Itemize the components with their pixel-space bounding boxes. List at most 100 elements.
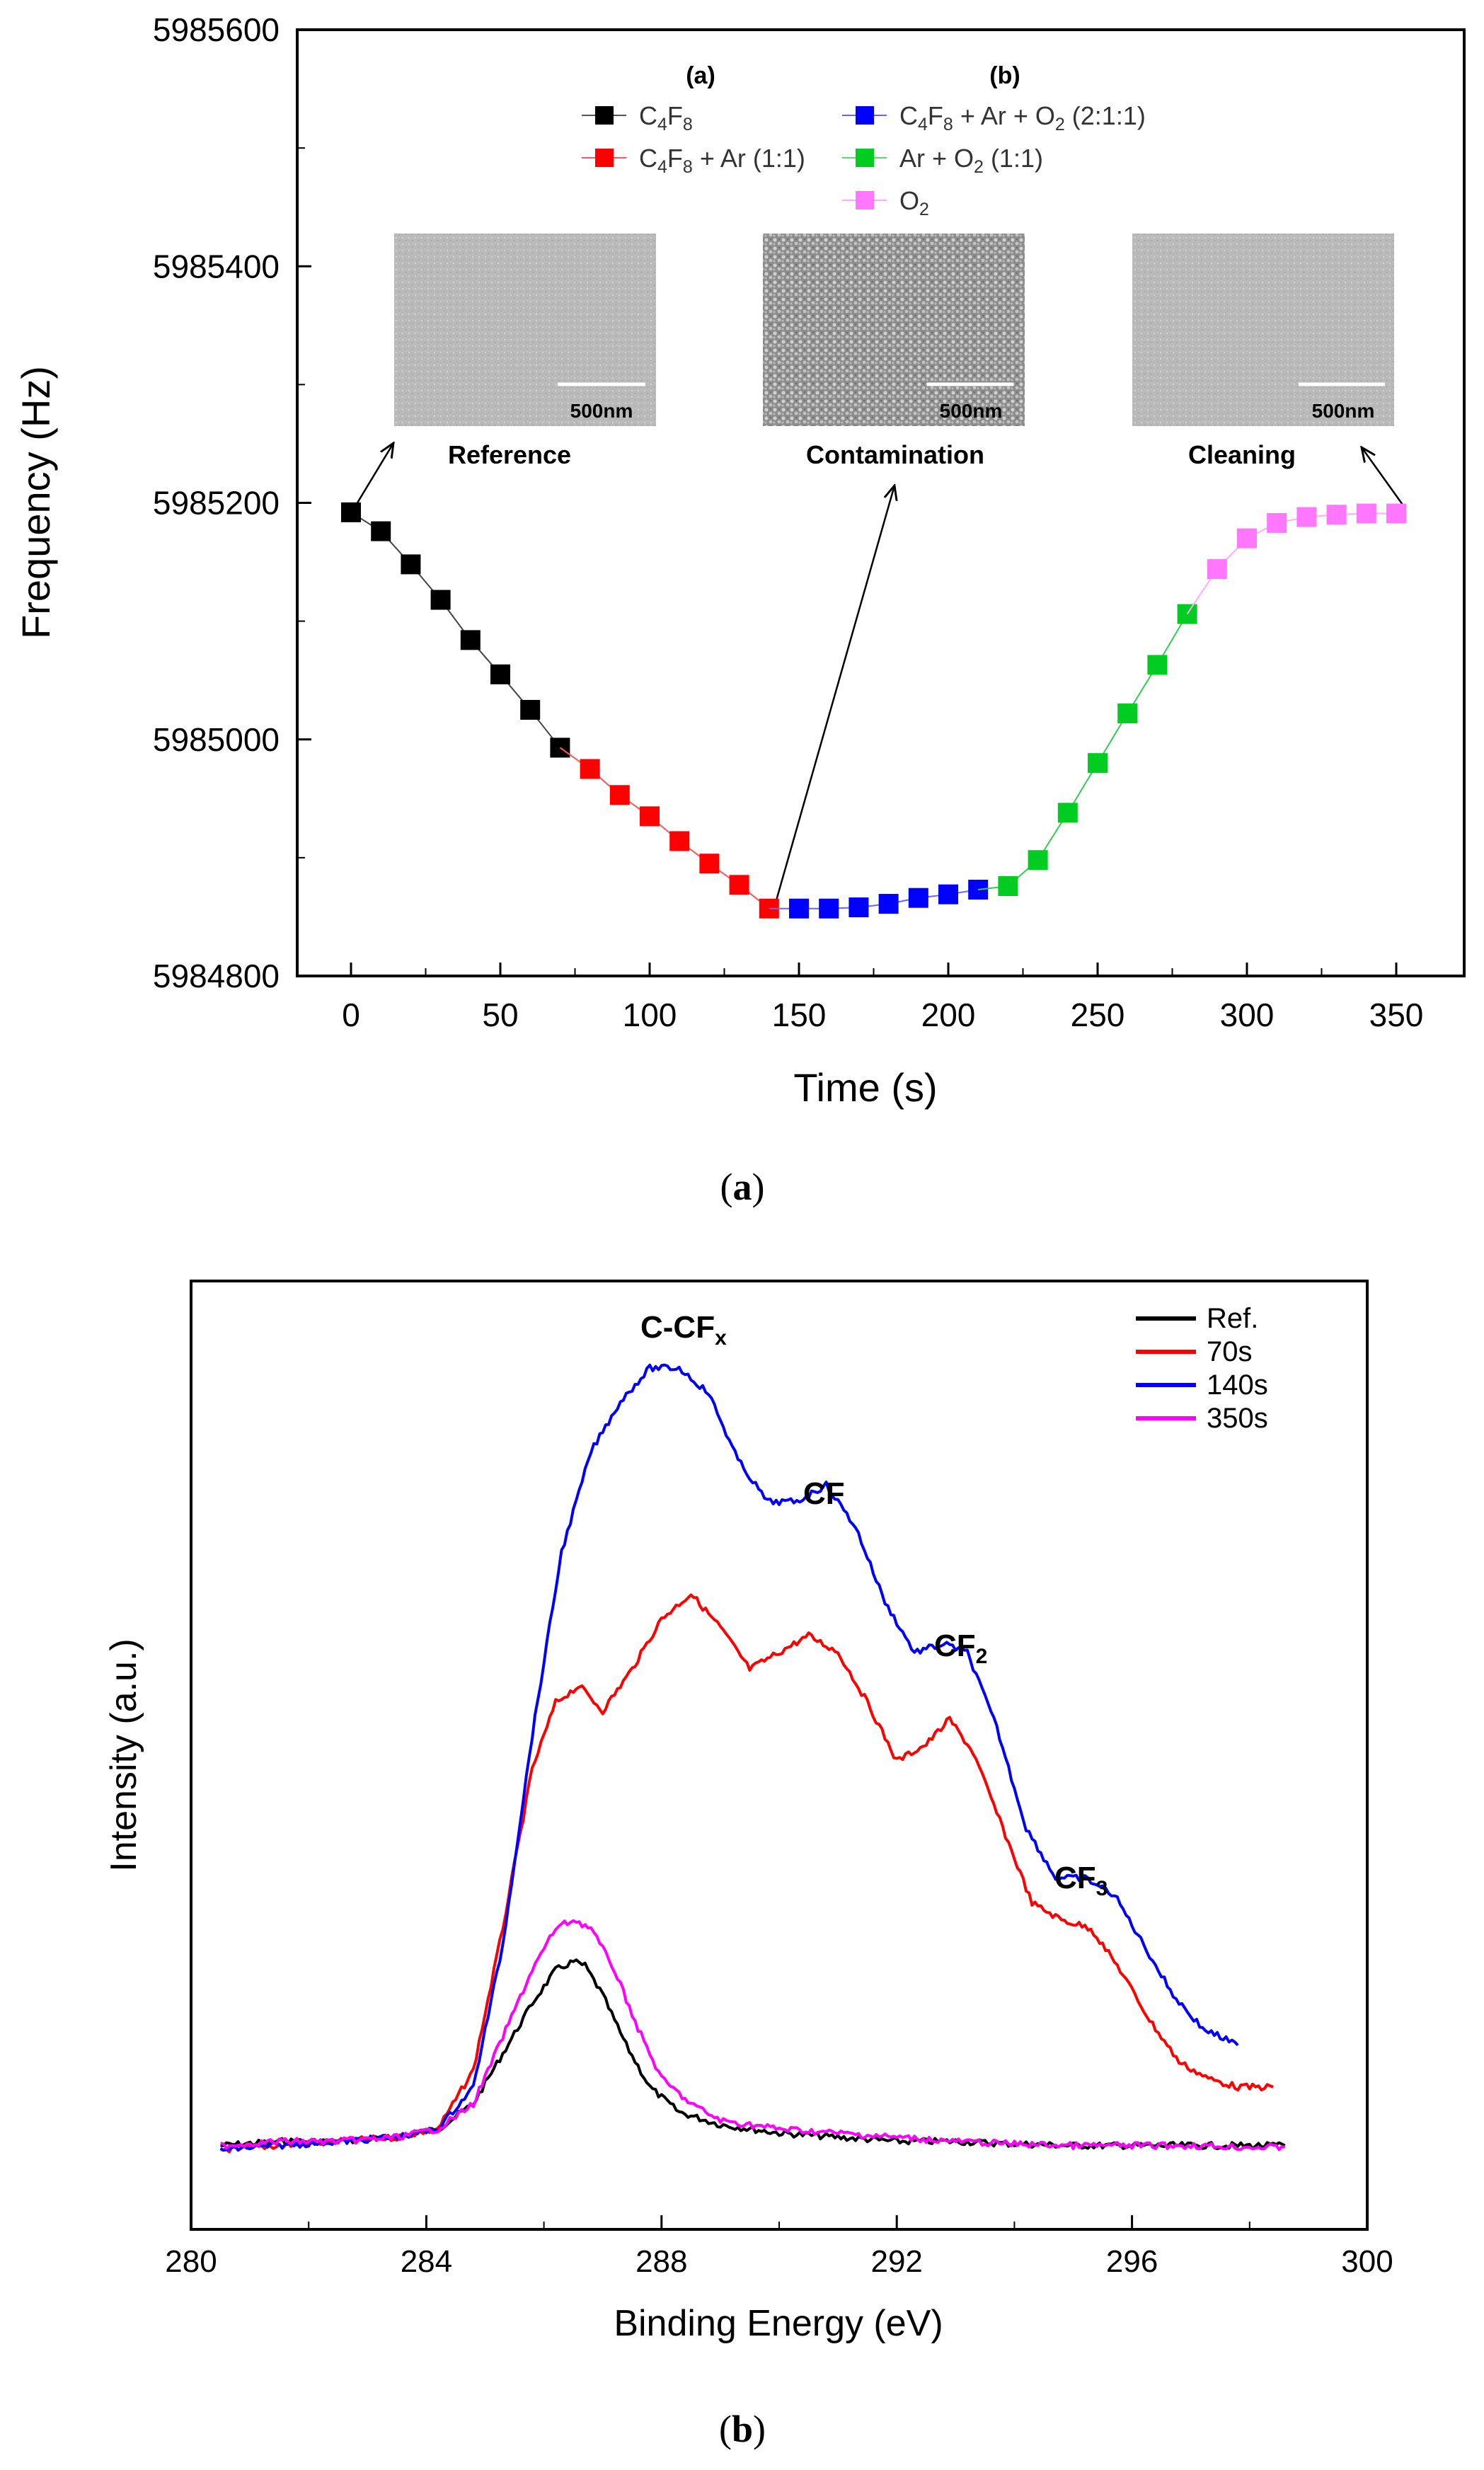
legend-marker-o2 bbox=[856, 191, 874, 209]
data-point-a bbox=[1088, 753, 1108, 774]
data-point-a bbox=[640, 806, 660, 827]
plot-frame-a bbox=[296, 28, 1466, 977]
y-axis-label-b: Intensity (a.u.) bbox=[103, 1638, 144, 1871]
peak-label-cf: CF bbox=[803, 1476, 845, 1511]
spectrum-ref bbox=[220, 1958, 1286, 2151]
data-point-a bbox=[699, 854, 720, 874]
x-tick-label-a: 50 bbox=[482, 996, 518, 1033]
x-tick-label-a: 350 bbox=[1369, 996, 1424, 1033]
data-point-a bbox=[1057, 803, 1078, 823]
data-point-a bbox=[998, 875, 1018, 896]
frequency-chart: 0 50 100 150 200 250 300 350 5984800 5985000 59852… bbox=[13, 11, 1466, 1110]
xps-chart: 280 284 288 292 296 300 Ref. 70s 140s 350s C-… bbox=[103, 1280, 1393, 2344]
inset-cleaning: 500nm Cleaning bbox=[1132, 234, 1394, 469]
scale-label-reference: 500nm bbox=[570, 400, 633, 422]
data-point-a bbox=[1237, 528, 1257, 548]
inset-reference: 500nm Reference bbox=[394, 234, 656, 469]
data-point-a bbox=[1267, 512, 1287, 533]
arrow-to-cleaning bbox=[1362, 447, 1404, 505]
peak-label-cf2: CF2 bbox=[934, 1629, 987, 1668]
series-a-4 bbox=[1186, 503, 1406, 615]
series-a-2 bbox=[769, 879, 989, 919]
inset-caption-contamination: Contamination bbox=[806, 440, 984, 469]
data-point-a bbox=[729, 875, 749, 895]
data-point-a bbox=[580, 759, 600, 779]
arrow-to-contamination bbox=[775, 486, 895, 901]
peak-label-cf3: CF3 bbox=[1054, 1861, 1108, 1900]
data-point-a bbox=[371, 521, 391, 541]
spectrum-140s bbox=[219, 1363, 1239, 2152]
scale-label-cleaning: 500nm bbox=[1312, 400, 1375, 422]
legend-label-o2: O2 bbox=[899, 186, 929, 219]
data-point-a bbox=[938, 884, 958, 904]
axes-a: 0 50 100 150 200 250 300 350 5984800 5985000 59852… bbox=[153, 11, 1423, 1033]
legend-marker-c4f8-ar-o2 bbox=[856, 106, 874, 125]
x-tick-label-b: 292 bbox=[870, 2244, 922, 2279]
scale-label-contamination: 500nm bbox=[940, 400, 1003, 422]
data-point-a bbox=[1356, 503, 1376, 524]
x-tick-label-a: 300 bbox=[1220, 996, 1275, 1033]
legend-b: Ref. 70s 140s 350s bbox=[1136, 1303, 1268, 1434]
legend-marker-c4f8 bbox=[595, 106, 614, 125]
legend-label-ref: Ref. bbox=[1207, 1303, 1258, 1334]
data-point-a bbox=[460, 630, 481, 650]
legend-label-c4f8: C4F8 bbox=[639, 101, 693, 134]
data-point-a bbox=[849, 897, 869, 918]
sem-image-contamination bbox=[763, 234, 1025, 426]
y-axis-label-a: Frequency (Hz) bbox=[13, 366, 58, 639]
data-point-a bbox=[1326, 505, 1347, 525]
y-tick-label-a: 5985200 bbox=[153, 485, 280, 522]
data-point-a bbox=[1147, 655, 1168, 675]
spectrum-350s bbox=[220, 1919, 1286, 2152]
data-point-a bbox=[341, 502, 361, 522]
x-axis-label-a: Time (s) bbox=[793, 1065, 937, 1110]
x-tick-label-a: 150 bbox=[772, 996, 827, 1033]
legend-label-c4f8-ar-o2: C4F8 + Ar + O2 (2:1:1) bbox=[899, 101, 1146, 134]
data-point-a bbox=[1386, 503, 1406, 524]
legend-label-350s: 350s bbox=[1207, 1403, 1268, 1434]
x-tick-label-b: 280 bbox=[165, 2244, 217, 2279]
legend-header-a: (a) bbox=[686, 62, 715, 89]
legend-label-70s: 70s bbox=[1207, 1336, 1253, 1367]
data-point-a bbox=[430, 590, 451, 610]
data-point-a bbox=[1296, 507, 1317, 527]
x-tick-label-b: 284 bbox=[401, 2244, 452, 2279]
caption-b: (b) bbox=[719, 2408, 766, 2450]
data-point-a bbox=[908, 888, 928, 908]
series-a-1 bbox=[559, 747, 779, 919]
data-point-a bbox=[789, 898, 809, 919]
x-tick-label-b: 300 bbox=[1341, 2244, 1393, 2279]
x-tick-label-a: 250 bbox=[1071, 996, 1125, 1033]
x-tick-label-a: 100 bbox=[623, 996, 677, 1033]
series-a-0 bbox=[341, 502, 570, 758]
legend-label-ar-o2: Ar + O2 (1:1) bbox=[899, 144, 1043, 177]
series-group-b bbox=[219, 1363, 1286, 2154]
sem-image-cleaning bbox=[1132, 234, 1394, 426]
arrow-to-reference bbox=[351, 443, 393, 512]
sem-image-reference bbox=[394, 234, 656, 426]
data-point-a bbox=[1117, 703, 1138, 723]
legend-a: (a) (b) C4F8 C4F8 + Ar (1:1) C4F8 + Ar +… bbox=[582, 62, 1146, 219]
peak-label-ccfx: C-CFx bbox=[640, 1310, 727, 1350]
y-tick-label-a: 5984800 bbox=[153, 958, 280, 994]
y-tick-label-a: 5985600 bbox=[153, 11, 280, 48]
x-tick-label-a: 200 bbox=[921, 996, 976, 1033]
x-tick-label-a: 0 bbox=[342, 996, 360, 1033]
x-axis-label-b: Binding Energy (eV) bbox=[614, 2303, 943, 2344]
series-group-a bbox=[341, 502, 1406, 919]
data-point-a bbox=[1207, 559, 1227, 580]
data-point-a bbox=[819, 898, 839, 919]
data-point-a bbox=[609, 785, 630, 805]
y-tick-label-a: 5985400 bbox=[153, 248, 280, 285]
series-a-3 bbox=[978, 604, 1197, 896]
inset-contamination: 500nm Contamination bbox=[763, 234, 1025, 469]
data-point-a bbox=[401, 554, 421, 575]
inset-caption-reference: Reference bbox=[448, 440, 571, 469]
axes-b: 280 284 288 292 296 300 bbox=[165, 2215, 1393, 2279]
x-tick-label-b: 296 bbox=[1106, 2244, 1158, 2279]
data-point-a bbox=[1028, 850, 1048, 871]
legend-marker-ar-o2 bbox=[856, 149, 874, 167]
data-point-a bbox=[878, 894, 899, 914]
plot-frame-b bbox=[190, 1280, 1369, 2231]
spectrum-70s bbox=[220, 1593, 1274, 2154]
